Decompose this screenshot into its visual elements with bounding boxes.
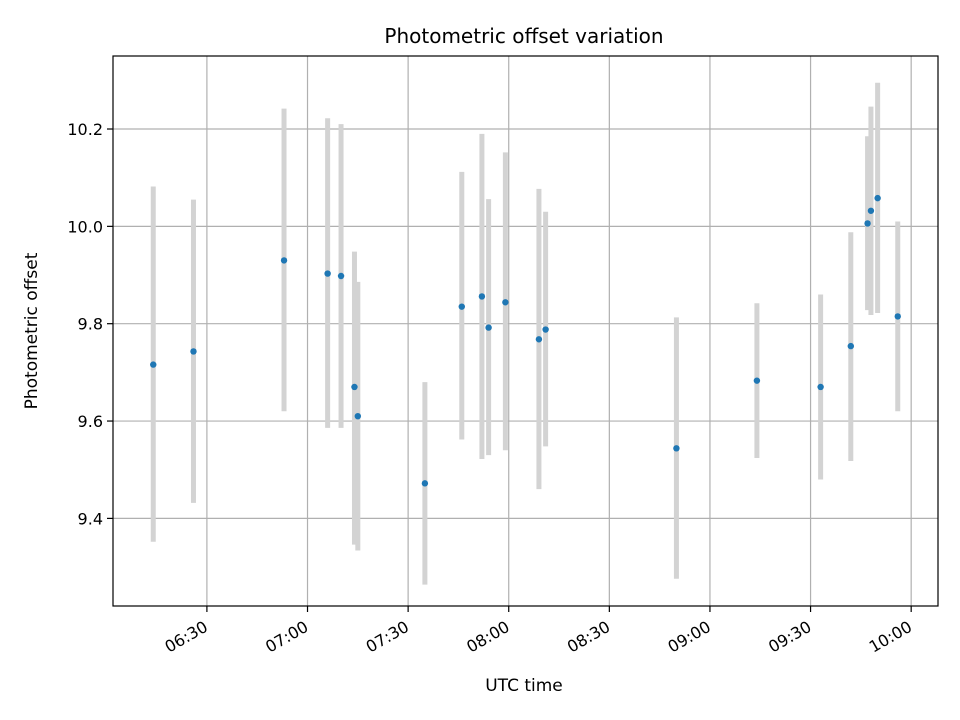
data-point (478, 293, 486, 300)
y-tick-label: 9.6 (78, 412, 103, 431)
data-point (753, 377, 761, 384)
data-point (351, 383, 358, 391)
data-point (502, 299, 509, 306)
data-point (190, 348, 197, 355)
x-axis-label: UTC time (485, 676, 563, 696)
y-axis-ticks: 9.4 9.6 9.8 10.0 10.2 (67, 120, 113, 528)
y-tick-label: 9.8 (78, 315, 103, 334)
data-points (150, 194, 901, 487)
y-tick-label: 10.2 (67, 120, 103, 139)
data-point (874, 194, 881, 202)
data-point (458, 303, 465, 310)
y-axis-label: Photometric offset (22, 252, 42, 409)
y-tick-label: 9.4 (78, 509, 103, 528)
data-point (542, 326, 549, 333)
data-point (864, 220, 871, 227)
data-point (817, 383, 824, 391)
data-point (673, 445, 680, 452)
grid (113, 56, 938, 606)
chart-title: Photometric offset variation (384, 24, 663, 48)
data-point (280, 257, 288, 264)
data-point (867, 207, 875, 214)
plot-area-frame (112, 55, 939, 607)
y-tick-label: 10.0 (67, 217, 103, 236)
data-point (485, 324, 492, 331)
data-point (324, 270, 331, 277)
data-point (354, 412, 362, 420)
data-point (535, 336, 543, 343)
data-point (894, 313, 901, 320)
data-point (337, 272, 345, 280)
data-point (150, 361, 157, 368)
data-point (847, 342, 855, 350)
data-point (421, 480, 429, 487)
